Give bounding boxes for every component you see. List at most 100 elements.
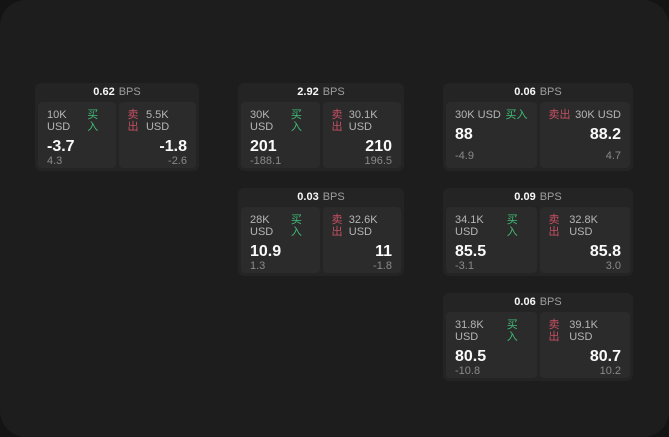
buy-tile[interactable]: 30K USD 买入 88 -4.9 — [446, 102, 537, 168]
quote-tiles: 30K USD 买入 88 -4.9 卖出 30K USD 88.2 4.7 — [446, 102, 630, 168]
bps-unit-label: BPS — [322, 191, 345, 203]
bps-header: 0.03 BPS — [241, 188, 401, 207]
sell-tile[interactable]: 卖出 30.1K USD 210 196.5 — [322, 102, 401, 168]
bps-unit-label: BPS — [539, 296, 562, 308]
buy-side-label: 买入 — [505, 109, 528, 121]
sell-tile-top: 卖出 30K USD — [549, 109, 622, 121]
sell-amount: 30.1K USD — [348, 109, 378, 133]
buy-change: -4.9 — [455, 150, 474, 162]
quote-tiles: 31.8K USD 买入 80.5 -10.8 卖出 39.1K USD 80.… — [446, 312, 630, 378]
sell-change: 196.5 — [364, 155, 392, 167]
buy-tile-top: 30K USD 买入 — [250, 109, 311, 133]
quote-card-grid: 0.62 BPS 10K USD 买入 -3.7 4.3 卖出 5.5K USD… — [35, 83, 633, 381]
buy-change: -3.1 — [455, 260, 474, 272]
buy-tile[interactable]: 30K USD 买入 201 -188.1 — [241, 102, 320, 168]
bps-header: 0.62 BPS — [38, 83, 196, 102]
buy-amount: 30K USD — [455, 109, 501, 121]
quote-tiles: 30K USD 买入 201 -188.1 卖出 30.1K USD 210 1… — [241, 102, 401, 168]
buy-price: -3.7 — [47, 138, 75, 155]
sell-tile-top: 卖出 39.1K USD — [549, 319, 622, 343]
buy-change: 1.3 — [250, 260, 266, 272]
buy-tile[interactable]: 34.1K USD 买入 85.5 -3.1 — [446, 207, 537, 273]
sell-tile[interactable]: 卖出 32.6K USD 11 -1.8 — [322, 207, 401, 273]
sell-tile[interactable]: 卖出 39.1K USD 80.7 10.2 — [539, 312, 630, 378]
sell-amount: 30K USD — [575, 109, 621, 121]
sell-tile-top: 卖出 32.6K USD — [332, 214, 393, 238]
buy-tile-top: 31.8K USD 买入 — [455, 319, 528, 343]
buy-amount: 10K USD — [47, 109, 71, 133]
buy-tile[interactable]: 28K USD 买入 10.9 1.3 — [241, 207, 320, 273]
bps-header: 0.09 BPS — [446, 188, 630, 207]
bps-unit-label: BPS — [118, 86, 141, 98]
quote-card: 0.06 BPS 30K USD 买入 88 -4.9 卖出 30K USD 8… — [443, 83, 633, 171]
bps-unit-label: BPS — [539, 86, 562, 98]
buy-side-label: 买入 — [87, 109, 99, 133]
sell-change: -2.6 — [168, 155, 187, 167]
sell-price: -1.8 — [159, 138, 187, 155]
sell-side-label: 卖出 — [331, 214, 343, 238]
sell-price: 85.8 — [589, 243, 621, 260]
buy-side-label: 买入 — [506, 319, 518, 343]
sell-side-label: 卖出 — [548, 214, 560, 238]
sell-change: 4.7 — [605, 150, 621, 162]
sell-change: 10.2 — [599, 365, 621, 377]
bps-value: 0.06 — [514, 86, 536, 98]
buy-change: 4.3 — [47, 155, 63, 167]
quote-card: 0.62 BPS 10K USD 买入 -3.7 4.3 卖出 5.5K USD… — [35, 83, 199, 171]
bps-value: 0.62 — [93, 86, 115, 98]
sell-tile-top: 卖出 32.8K USD — [549, 214, 622, 238]
quote-card: 0.09 BPS 34.1K USD 买入 85.5 -3.1 卖出 32.8K… — [443, 188, 633, 276]
sell-change: -1.8 — [373, 260, 392, 272]
bps-value: 0.09 — [514, 191, 536, 203]
quote-card: 0.03 BPS 28K USD 买入 10.9 1.3 卖出 32.6K US… — [238, 188, 404, 276]
buy-change: -10.8 — [455, 365, 481, 377]
buy-tile-top: 30K USD 买入 — [455, 109, 528, 121]
sell-amount: 39.1K USD — [569, 319, 598, 343]
buy-amount: 30K USD — [250, 109, 274, 133]
sell-change: 3.0 — [605, 260, 621, 272]
sell-tile[interactable]: 卖出 30K USD 88.2 4.7 — [539, 102, 630, 168]
sell-tile-top: 卖出 5.5K USD — [128, 109, 188, 133]
sell-side-label: 卖出 — [548, 319, 560, 343]
sell-side-label: 卖出 — [548, 109, 571, 121]
sell-tile[interactable]: 卖出 5.5K USD -1.8 -2.6 — [118, 102, 196, 168]
quote-tiles: 34.1K USD 买入 85.5 -3.1 卖出 32.8K USD 85.8… — [446, 207, 630, 273]
bps-unit-label: BPS — [322, 86, 345, 98]
buy-amount: 34.1K USD — [455, 214, 484, 238]
quote-card: 2.92 BPS 30K USD 买入 201 -188.1 卖出 30.1K … — [238, 83, 404, 171]
buy-side-label: 买入 — [290, 214, 302, 238]
sell-amount: 5.5K USD — [145, 109, 170, 133]
buy-tile[interactable]: 10K USD 买入 -3.7 4.3 — [38, 102, 116, 168]
buy-side-label: 买入 — [290, 109, 302, 133]
buy-price: 201 — [250, 138, 277, 155]
buy-tile-top: 34.1K USD 买入 — [455, 214, 528, 238]
bps-value: 2.92 — [297, 86, 319, 98]
sell-price: 11 — [375, 243, 392, 260]
bps-header: 2.92 BPS — [241, 83, 401, 102]
buy-price: 88 — [455, 126, 473, 143]
bps-header: 0.06 BPS — [446, 293, 630, 312]
buy-tile[interactable]: 31.8K USD 买入 80.5 -10.8 — [446, 312, 537, 378]
buy-price: 85.5 — [455, 243, 487, 260]
sell-amount: 32.8K USD — [569, 214, 598, 238]
bps-value: 0.03 — [297, 191, 319, 203]
sell-amount: 32.6K USD — [348, 214, 378, 238]
buy-price: 80.5 — [455, 348, 487, 365]
quote-card: 0.06 BPS 31.8K USD 买入 80.5 -10.8 卖出 39.1… — [443, 293, 633, 381]
sell-tile[interactable]: 卖出 32.8K USD 85.8 3.0 — [539, 207, 630, 273]
sell-tile-top: 卖出 30.1K USD — [332, 109, 393, 133]
buy-tile-top: 10K USD 买入 — [47, 109, 107, 133]
buy-change: -188.1 — [250, 155, 282, 167]
sell-price: 80.7 — [589, 348, 621, 365]
quote-tiles: 28K USD 买入 10.9 1.3 卖出 32.6K USD 11 -1.8 — [241, 207, 401, 273]
buy-tile-top: 28K USD 买入 — [250, 214, 311, 238]
buy-side-label: 买入 — [506, 214, 518, 238]
buy-price: 10.9 — [250, 243, 282, 260]
sell-price: 210 — [365, 138, 392, 155]
buy-amount: 28K USD — [250, 214, 274, 238]
buy-amount: 31.8K USD — [455, 319, 484, 343]
bps-value: 0.06 — [514, 296, 536, 308]
sell-side-label: 卖出 — [127, 109, 139, 133]
sell-price: 88.2 — [589, 126, 621, 143]
